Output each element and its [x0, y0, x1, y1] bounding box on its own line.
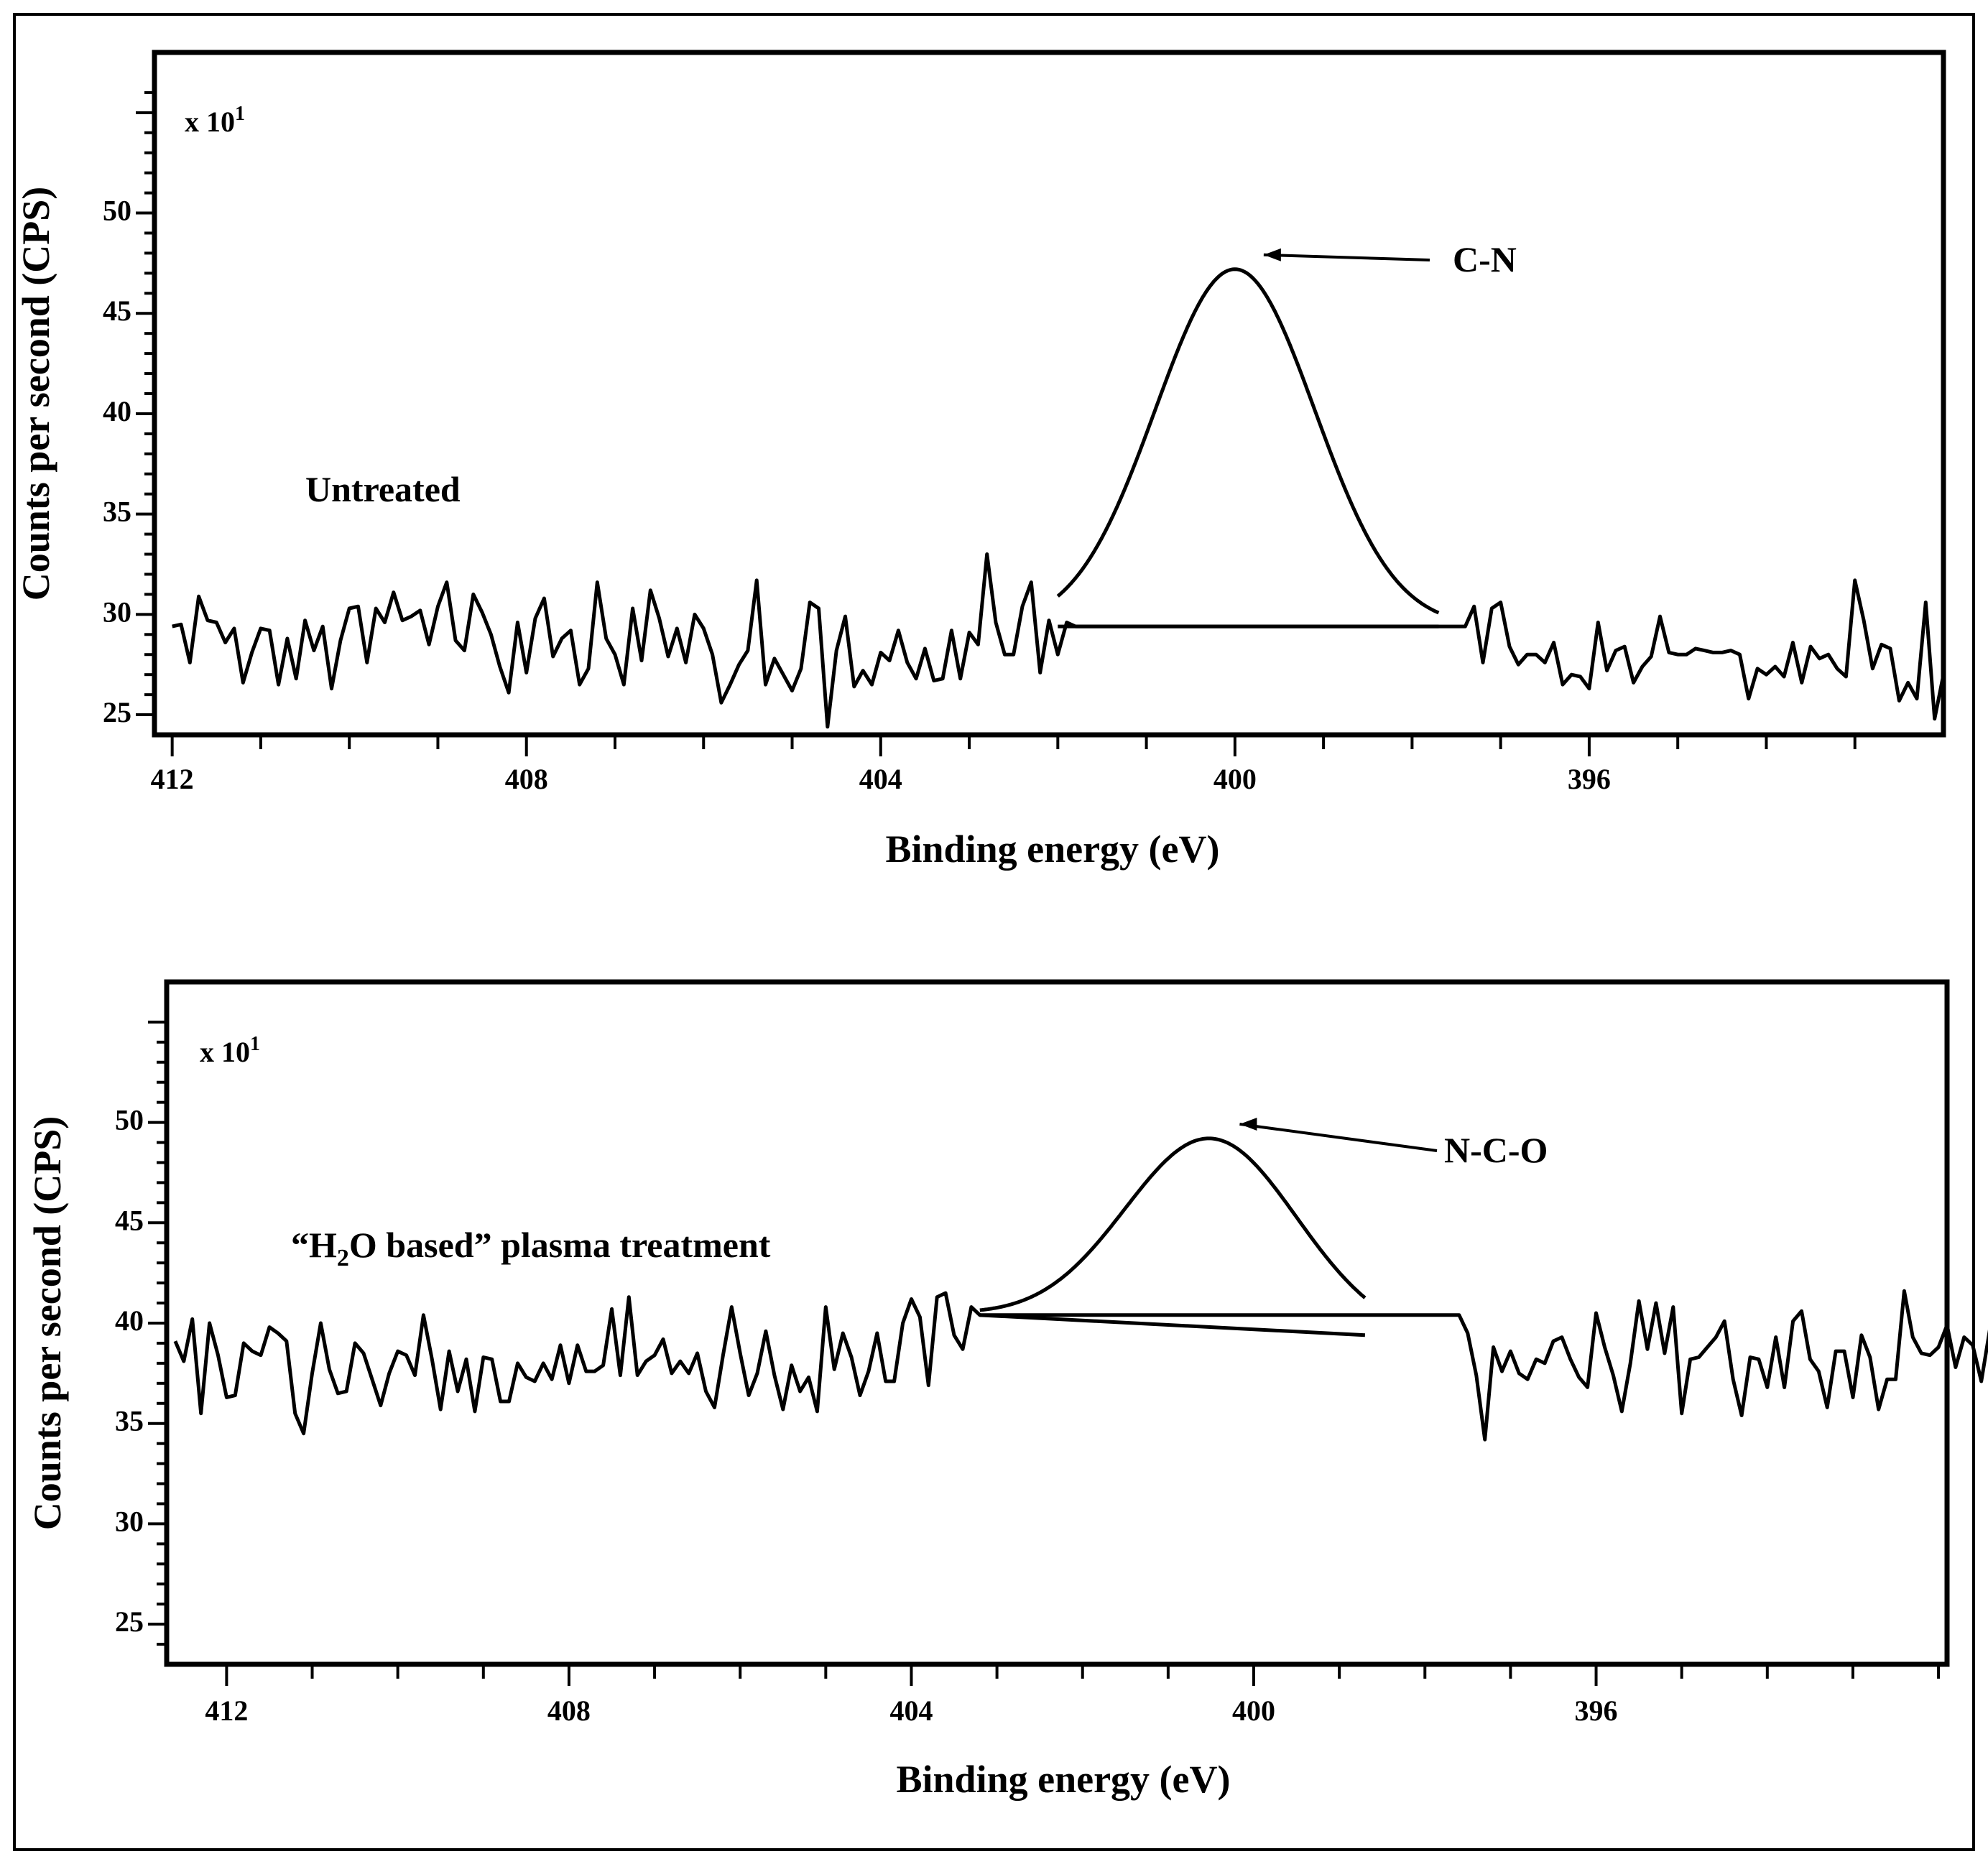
sample-label: “H2O based” plasma treatment [291, 1225, 771, 1271]
x-tick-label: 396 [1575, 1694, 1618, 1727]
y-tick-label: 50 [103, 195, 131, 227]
panel-untreated: 25 30 35 40 45 50 412 408 404 400 396 Binding energ… [14, 50, 1946, 871]
annotation-arrowhead [1239, 1117, 1257, 1131]
peak-annotation-label: C-N [1453, 239, 1517, 279]
annotation-arrow [1263, 253, 1430, 261]
peak-annotation-label: N-C-O [1444, 1130, 1548, 1170]
fitted-peak [979, 1136, 1367, 1312]
panel-h2o-plasma: 25 30 35 40 45 50 412 408 404 400 396 Binding energ… [26, 979, 1988, 1801]
y-axis-label: Counts per second (CPS) [26, 1116, 69, 1531]
x-axis-label: Binding energy (eV) [897, 1758, 1231, 1801]
scale-multiplier: x 101 [185, 103, 245, 138]
y-tick-label: 40 [103, 395, 131, 427]
y-tick-label: 30 [103, 595, 131, 628]
spectrum-line [172, 552, 1946, 729]
scale-multiplier-exponent: 1 [250, 1033, 260, 1055]
x-tick-label: 404 [859, 763, 902, 795]
annotation-arrow [1239, 1122, 1438, 1152]
sample-label-subscript: 2 [337, 1245, 349, 1271]
peak-baseline [979, 1313, 1366, 1337]
y-tick-label: 35 [115, 1405, 144, 1437]
y-tick-label: 25 [103, 696, 131, 728]
y-tick-label: 45 [115, 1204, 144, 1236]
scale-multiplier: x 101 [200, 1033, 260, 1068]
y-tick-label: 40 [115, 1304, 144, 1337]
x-tick-label: 408 [505, 763, 548, 795]
x-tick-label: 400 [1213, 763, 1257, 795]
y-axis-label: Counts per second (CPS) [14, 187, 57, 601]
scale-multiplier-base: x 10 [200, 1036, 250, 1068]
scale-multiplier-base: x 10 [185, 106, 235, 138]
y-tick-label: 25 [115, 1605, 144, 1638]
y-tick-label: 30 [115, 1505, 144, 1537]
figure-border [13, 13, 1975, 1851]
y-tick-label: 50 [115, 1104, 144, 1136]
x-tick-label: 412 [151, 763, 194, 795]
y-tick-label: 35 [103, 496, 131, 528]
sample-label-pre: “H [291, 1225, 337, 1265]
x-tick-label: 396 [1568, 763, 1611, 795]
x-tick-label: 408 [547, 1694, 591, 1727]
x-axis-label: Binding energy (eV) [886, 827, 1220, 871]
annotation-arrowhead [1263, 248, 1281, 261]
x-tick-label: 404 [889, 1694, 933, 1727]
y-tick-label: 45 [103, 295, 131, 327]
x-tick-label: 400 [1232, 1694, 1275, 1727]
x-tick-label: 412 [205, 1694, 248, 1727]
fitted-peak [1056, 267, 1440, 615]
sample-label-post: O based” plasma treatment [349, 1225, 771, 1265]
scale-multiplier-exponent: 1 [235, 103, 245, 125]
spectrum-line [173, 1289, 1988, 1442]
sample-label: Untreated [305, 469, 461, 509]
